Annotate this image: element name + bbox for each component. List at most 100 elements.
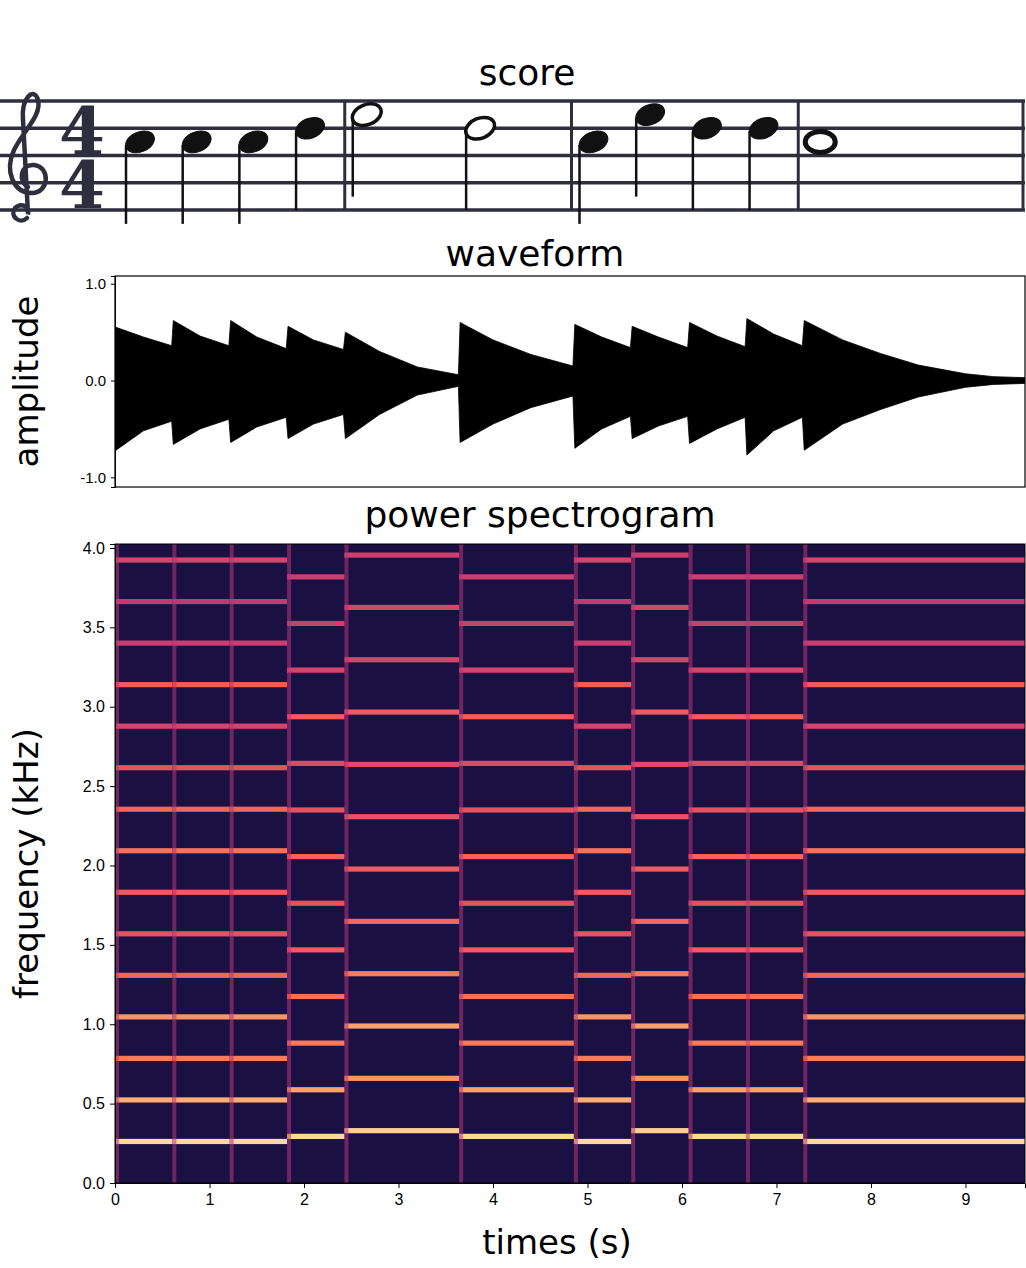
harmonic <box>746 1134 803 1139</box>
segment <box>287 544 344 1183</box>
harmonic <box>631 814 688 819</box>
tick-label: 5 <box>584 1191 593 1208</box>
harmonic <box>287 947 344 952</box>
note <box>236 127 271 224</box>
note-stem <box>635 118 638 197</box>
harmonic <box>746 574 803 579</box>
tick-label: 6 <box>678 1191 687 1208</box>
harmonic <box>803 640 1025 645</box>
axis-line <box>110 545 116 1184</box>
harmonic <box>115 1139 172 1144</box>
harmonic <box>230 640 287 645</box>
tick: 2.5 <box>83 778 115 795</box>
tick-label: 3 <box>395 1191 404 1208</box>
harmonic <box>287 668 344 673</box>
harmonic <box>746 761 803 766</box>
note-head <box>689 113 724 143</box>
plot-frame <box>115 544 1025 1183</box>
harmonic <box>746 668 803 673</box>
harmonic <box>631 1076 688 1081</box>
tick-label: 1.0 <box>85 275 106 292</box>
tick-mark <box>110 945 115 946</box>
note <box>805 131 835 152</box>
staff-line <box>0 181 1025 185</box>
waveform-envelope <box>115 319 1025 455</box>
harmonic <box>172 682 229 687</box>
harmonic <box>689 761 746 766</box>
harmonic <box>631 657 688 662</box>
harmonic <box>287 761 344 766</box>
tick: 0.5 <box>83 1095 115 1112</box>
harmonic <box>803 807 1025 812</box>
harmonic <box>344 814 459 819</box>
harmonic <box>115 557 172 562</box>
tick-label: 7 <box>773 1191 782 1208</box>
harmonic <box>689 714 746 719</box>
harmonic <box>689 1087 746 1092</box>
harmonic <box>803 682 1025 687</box>
tick: 8 <box>867 1183 876 1208</box>
tick: 3.5 <box>83 619 115 636</box>
tick: 4 <box>489 1183 498 1208</box>
harmonic <box>115 724 172 729</box>
tick: 9 <box>962 1183 971 1208</box>
segment <box>459 544 574 1183</box>
harmonic <box>574 765 631 770</box>
tick-label: 9 <box>962 1191 971 1208</box>
harmonic <box>230 682 287 687</box>
harmonic <box>230 599 287 604</box>
harmonic <box>172 599 229 604</box>
note-head <box>633 100 668 130</box>
onset <box>287 544 291 1183</box>
harmonic <box>689 1041 746 1046</box>
tick-label: 2.5 <box>83 778 105 795</box>
clef <box>10 94 46 221</box>
tick: 1.0 <box>85 275 115 292</box>
harmonic <box>746 1087 803 1092</box>
harmonic <box>344 866 459 871</box>
tick-mark <box>493 1183 494 1188</box>
note-head <box>746 113 781 143</box>
y-axis: -1.00.01.0 <box>80 275 115 487</box>
harmonic <box>574 682 631 687</box>
harmonic <box>459 947 574 952</box>
harmonic <box>287 994 344 999</box>
harmonic <box>344 919 459 924</box>
tick-label: 4.0 <box>83 540 105 557</box>
harmonic <box>746 994 803 999</box>
note-head <box>236 127 271 157</box>
waveform-chart: waveformamplitude-1.00.01.0 <box>6 233 1025 488</box>
segment <box>689 544 746 1183</box>
onset <box>459 544 463 1183</box>
note <box>179 127 214 224</box>
tick-mark <box>776 1183 777 1188</box>
harmonic <box>344 762 459 767</box>
tick-mark <box>209 1183 210 1188</box>
tick-label: 0.5 <box>83 1095 105 1112</box>
harmonic <box>287 1087 344 1092</box>
harmonic <box>803 765 1025 770</box>
harmonic <box>689 668 746 673</box>
x-axis-label: times (s) <box>482 1222 632 1262</box>
spectrogram-chart: power spectrogramfrequency (kHz)times (s… <box>6 494 1026 1262</box>
segment <box>803 544 1025 1183</box>
plot-background <box>115 544 1025 1183</box>
bar-line <box>797 101 800 210</box>
harmonic <box>689 1134 746 1139</box>
harmonic <box>631 919 688 924</box>
axis-line <box>116 1184 1026 1189</box>
harmonic <box>115 682 172 687</box>
harmonic <box>459 621 574 626</box>
harmonic <box>459 901 574 906</box>
score: score44 <box>0 52 1025 224</box>
harmonic <box>115 848 172 853</box>
harmonic <box>287 574 344 579</box>
harmonic <box>574 890 631 895</box>
onset <box>344 544 348 1183</box>
title: power spectrogram <box>364 494 715 535</box>
tick: 2.0 <box>83 857 115 874</box>
harmonic <box>631 762 688 767</box>
tick: 0.0 <box>85 372 115 389</box>
harmonic <box>459 1087 574 1092</box>
note <box>122 127 157 224</box>
